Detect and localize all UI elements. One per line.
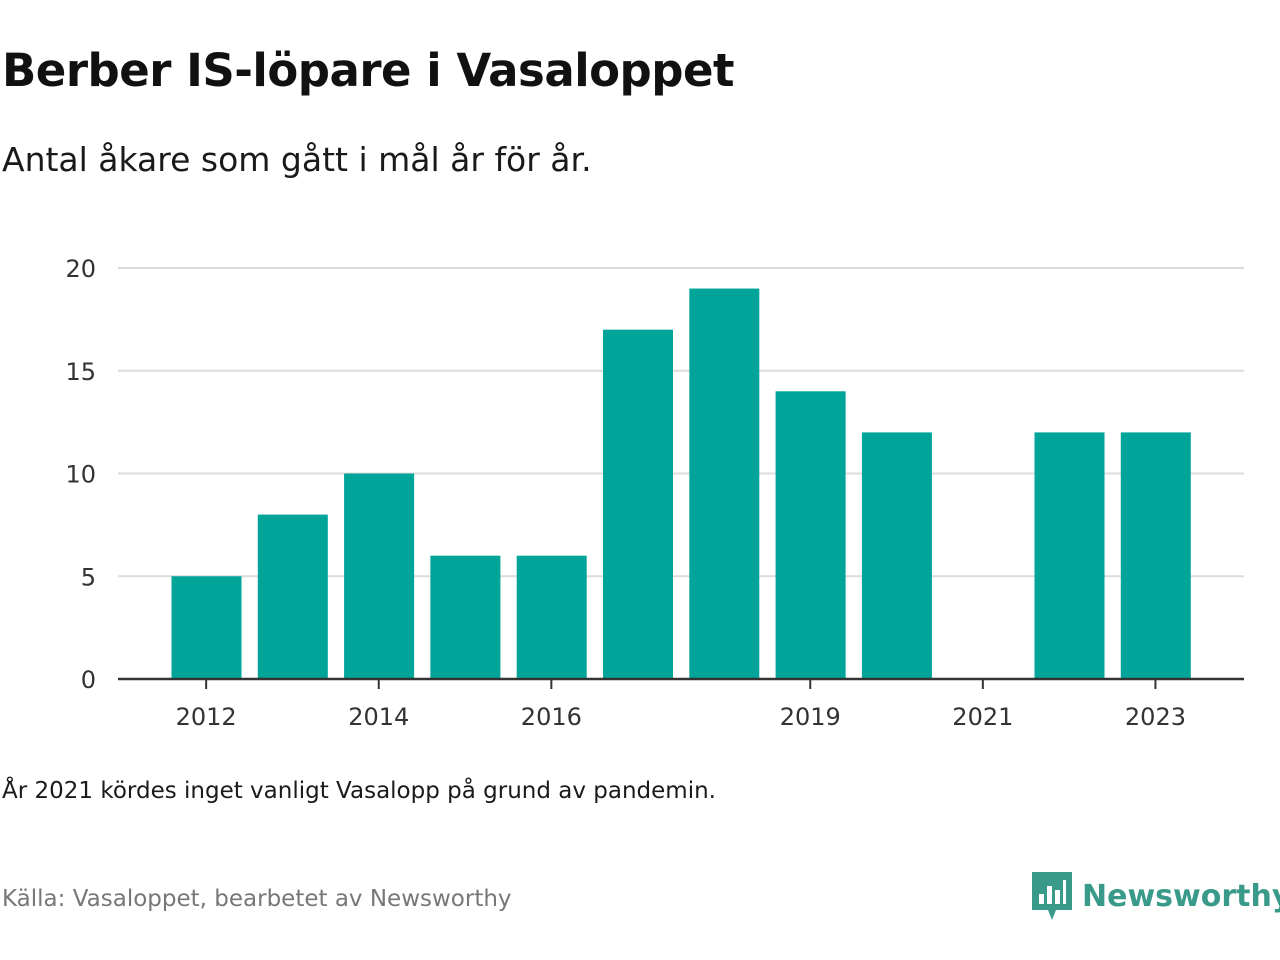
y-tick-label: 0 xyxy=(81,666,96,694)
bar-2019 xyxy=(775,391,846,679)
y-tick-label: 20 xyxy=(65,255,96,283)
bar-2014 xyxy=(344,473,415,679)
x-axis: 2012 2014 2016 2019 2021 2023 xyxy=(118,677,1244,731)
x-tick-label: 2014 xyxy=(348,703,409,731)
y-axis-labels: 0 5 10 15 20 xyxy=(65,255,96,694)
newsworthy-logo: Newsworthy xyxy=(1032,872,1280,920)
bar-2020 xyxy=(861,432,932,679)
bar-2023 xyxy=(1120,432,1191,679)
y-tick-label: 5 xyxy=(81,563,96,591)
bar-2017 xyxy=(603,329,673,679)
bars xyxy=(171,288,1191,679)
x-tick-label: 2016 xyxy=(521,703,582,731)
logo-text: Newsworthy xyxy=(1082,878,1280,914)
source-credit: Källa: Vasaloppet, bearbetet av Newswort… xyxy=(2,886,512,912)
bar-2022 xyxy=(1034,432,1105,679)
newsworthy-bar-chart-icon xyxy=(1032,872,1072,920)
bar-2016 xyxy=(516,555,587,679)
x-tick-label: 2019 xyxy=(780,703,841,731)
chart-subtitle: Antal åkare som gått i mål år för år. xyxy=(2,140,592,179)
bar-2012 xyxy=(171,576,242,679)
chart-title: Berber IS-löpare i Vasaloppet xyxy=(2,44,735,97)
x-tick-label: 2012 xyxy=(176,703,237,731)
bar-2015 xyxy=(430,555,501,679)
y-tick-label: 10 xyxy=(65,461,96,489)
y-tick-label: 15 xyxy=(65,358,96,386)
chart-note: År 2021 kördes inget vanligt Vasalopp på… xyxy=(2,778,716,804)
x-tick-label: 2023 xyxy=(1125,703,1186,731)
bar-chart: 0 5 10 15 20 2012 2014 2016 2019 2021 2023 xyxy=(65,255,1244,731)
bar-2018 xyxy=(689,288,760,679)
x-tick-label: 2021 xyxy=(952,703,1013,731)
bar-2013 xyxy=(257,514,328,679)
